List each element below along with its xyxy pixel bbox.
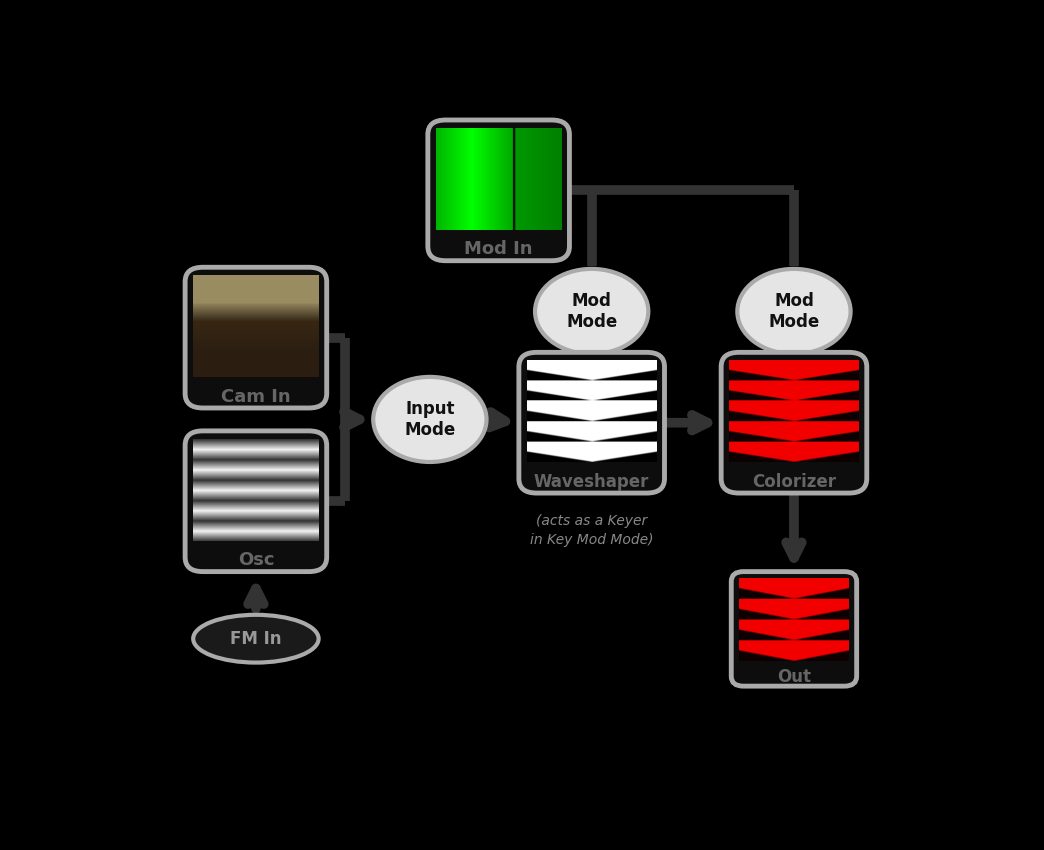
Ellipse shape <box>737 269 851 354</box>
Text: FM In: FM In <box>230 630 282 648</box>
FancyBboxPatch shape <box>185 267 327 408</box>
Ellipse shape <box>193 615 318 663</box>
Text: Input
Mode: Input Mode <box>404 400 455 439</box>
Text: Cam In: Cam In <box>221 388 290 405</box>
Ellipse shape <box>535 269 648 354</box>
Text: Colorizer: Colorizer <box>752 473 836 490</box>
Ellipse shape <box>374 377 487 462</box>
FancyBboxPatch shape <box>519 353 664 493</box>
Text: Out: Out <box>777 668 811 686</box>
Text: Osc: Osc <box>238 552 275 570</box>
FancyBboxPatch shape <box>731 571 857 686</box>
FancyBboxPatch shape <box>185 431 327 571</box>
Text: Waveshaper: Waveshaper <box>533 473 649 490</box>
Text: Mod
Mode: Mod Mode <box>768 292 820 331</box>
Text: Mod
Mode: Mod Mode <box>566 292 617 331</box>
Text: Mod In: Mod In <box>465 241 532 258</box>
Text: (acts as a Keyer
in Key Mod Mode): (acts as a Keyer in Key Mod Mode) <box>530 514 654 547</box>
FancyBboxPatch shape <box>721 353 867 493</box>
FancyBboxPatch shape <box>428 120 569 261</box>
